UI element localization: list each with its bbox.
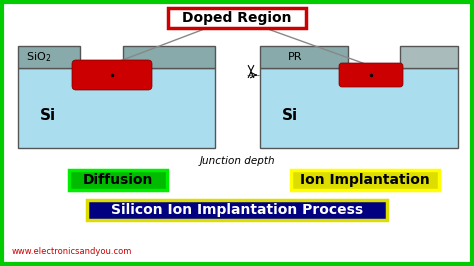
Text: SiO$_2$: SiO$_2$ — [26, 50, 51, 64]
Text: PR: PR — [288, 52, 302, 62]
Text: Ion Implantation: Ion Implantation — [300, 173, 430, 187]
Bar — [123, 46, 215, 68]
Text: Si: Si — [40, 109, 56, 123]
FancyBboxPatch shape — [339, 63, 403, 87]
Text: www.electronicsandyou.com: www.electronicsandyou.com — [12, 247, 132, 256]
Bar — [260, 68, 458, 148]
Bar — [18, 46, 80, 68]
Bar — [87, 200, 387, 220]
Bar — [291, 170, 439, 190]
Text: Doped Region: Doped Region — [182, 11, 292, 25]
Bar — [400, 46, 458, 68]
FancyBboxPatch shape — [72, 60, 152, 90]
Bar — [18, 68, 215, 148]
Bar — [260, 46, 348, 68]
Text: Silicon Ion Implantation Process: Silicon Ion Implantation Process — [111, 203, 363, 217]
Bar — [168, 8, 306, 28]
Text: Diffusion: Diffusion — [83, 173, 153, 187]
Text: Si: Si — [282, 109, 298, 123]
Text: Junction depth: Junction depth — [200, 156, 275, 166]
Bar — [69, 170, 167, 190]
